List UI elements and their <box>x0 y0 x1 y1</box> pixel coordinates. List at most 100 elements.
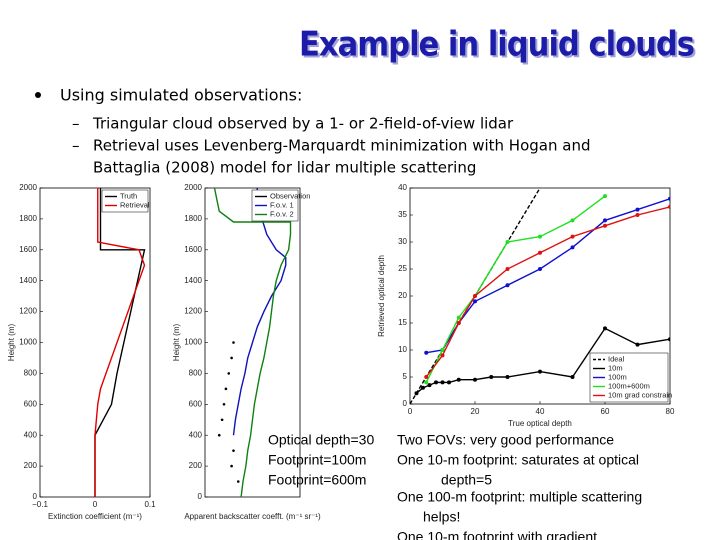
point <box>668 196 670 201</box>
point <box>227 372 231 375</box>
x-tick-label: 40 <box>536 407 545 416</box>
point <box>434 380 438 385</box>
point <box>230 356 233 360</box>
series-line <box>425 195 606 383</box>
x-tick-label: 0 <box>408 407 413 416</box>
sub-bullet: Triangular cloud observed by a 1- or 2-f… <box>92 115 514 133</box>
point <box>635 213 640 217</box>
dash: – <box>72 115 80 133</box>
point <box>424 380 429 385</box>
point <box>505 267 510 271</box>
point <box>427 383 432 388</box>
point <box>570 245 575 250</box>
annotation: One 10-m footprint: saturates at optical <box>397 452 639 468</box>
x-axis-label: True optical depth <box>508 419 572 428</box>
x-axis-label: Extinction coefficient (m⁻¹) <box>48 512 142 521</box>
annotation: helps! <box>423 509 460 525</box>
point <box>230 464 233 468</box>
y-tick-label: 1600 <box>184 245 202 254</box>
annotation: depth=5 <box>441 472 492 488</box>
point <box>538 267 542 271</box>
point <box>603 326 607 331</box>
annotation: One 10-m footprint with gradient <box>397 529 597 540</box>
legend-box <box>101 189 149 213</box>
point <box>217 433 221 437</box>
point <box>224 387 228 391</box>
y-tick-label: 1200 <box>184 307 202 316</box>
y-tick-label: 35 <box>398 210 407 219</box>
annotation: Optical depth=30 <box>268 432 374 448</box>
y-tick-label: 20 <box>398 291 407 300</box>
legend-label: Observation <box>270 191 310 200</box>
title: Example in liquid clouds <box>299 25 694 65</box>
y-tick-label: 2000 <box>19 183 37 192</box>
point <box>603 223 607 228</box>
series-line <box>425 206 670 378</box>
y-tick-label: 1800 <box>184 214 202 223</box>
annotation: Footprint=100m <box>268 452 366 468</box>
x-tick-label: 60 <box>601 407 610 416</box>
y-tick-label: 800 <box>24 369 38 378</box>
sub-bullet: Battaglia (2008) model for lidar multipl… <box>93 159 476 177</box>
legend-label: Retrieval <box>120 200 150 209</box>
point <box>635 207 640 212</box>
legend-label: Ideal <box>608 354 625 363</box>
legend-label: F.o.v. 1 <box>270 200 294 209</box>
point <box>473 377 477 382</box>
series-line <box>213 188 292 497</box>
y-tick-label: 800 <box>189 369 203 378</box>
bullet-dot <box>35 92 41 98</box>
y-tick-label: 25 <box>398 264 407 273</box>
legend-box <box>589 352 669 403</box>
y-tick-label: 0 <box>403 399 408 408</box>
y-tick-label: 1800 <box>19 214 37 223</box>
point <box>538 234 542 239</box>
point <box>668 204 670 209</box>
y-axis-label: Height (m) <box>172 323 181 361</box>
plot-layer <box>94 188 146 497</box>
point <box>489 375 494 379</box>
point <box>603 218 607 223</box>
y-tick-label: 400 <box>24 430 38 439</box>
y-tick-label: 1200 <box>19 307 37 316</box>
y-tick-label: 1600 <box>19 245 37 254</box>
point <box>440 353 445 358</box>
point <box>505 375 510 379</box>
y-tick-label: 600 <box>24 399 38 408</box>
point <box>505 240 510 244</box>
x-tick-label: 0 <box>93 500 98 509</box>
dash: – <box>72 137 80 155</box>
y-tick-label: 1400 <box>184 276 202 285</box>
annotation: Footprint=600m <box>268 472 366 488</box>
point <box>440 348 445 352</box>
y-tick-label: 30 <box>398 237 407 246</box>
y-tick-label: 0 <box>33 492 38 501</box>
y-tick-label: 40 <box>398 183 407 192</box>
point <box>570 375 575 379</box>
point <box>232 341 235 344</box>
series-line <box>232 188 287 436</box>
series-line <box>426 198 670 354</box>
y-tick-label: 1000 <box>184 338 202 347</box>
legend-label: Truth <box>120 191 137 200</box>
point <box>456 321 461 325</box>
y-tick-label: 600 <box>189 399 203 408</box>
title-shadow: Example in liquid clouds <box>301 27 696 67</box>
plot-layer <box>410 188 670 404</box>
x-tick-label: 80 <box>666 407 675 416</box>
y-tick-label: 1400 <box>19 276 37 285</box>
legend-label: 10m <box>608 363 623 372</box>
point <box>538 250 542 255</box>
legend-label: 10m grad constrain <box>608 390 672 399</box>
point <box>505 283 510 288</box>
point <box>570 234 575 239</box>
point <box>421 385 425 390</box>
plot-layer <box>213 188 292 497</box>
point <box>570 218 575 223</box>
y-axis-label: Height (m) <box>7 323 16 361</box>
y-tick-label: 0 <box>198 492 203 501</box>
x-tick-label: −0.1 <box>32 500 48 509</box>
x-tick-label: 0.1 <box>144 500 156 509</box>
y-tick-label: 5 <box>403 372 408 381</box>
